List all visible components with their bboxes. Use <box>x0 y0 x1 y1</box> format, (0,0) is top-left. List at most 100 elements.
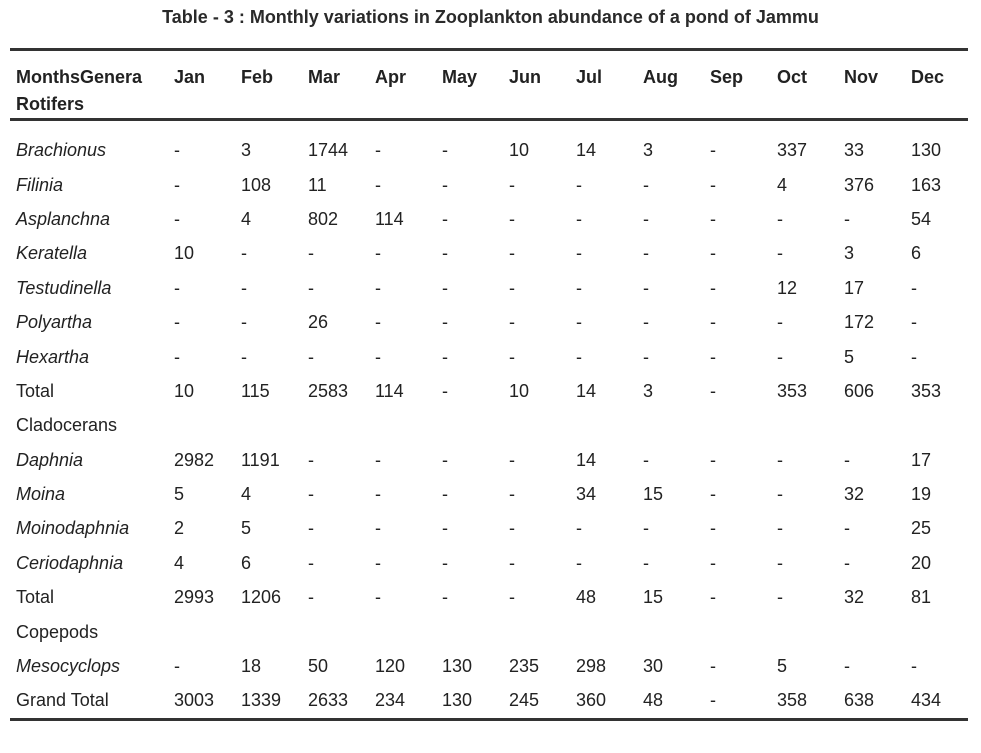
cell-value <box>509 408 576 442</box>
cell-value: - <box>643 312 649 333</box>
table-row: Total 10 115 2583 114 - 10 14 3 - 353 606 353 <box>10 374 968 408</box>
table-row: Polyartha - - 26 - - - - - - - 172 - <box>10 305 968 339</box>
cell-value: - <box>777 449 783 470</box>
cell-value: - <box>308 277 314 298</box>
row-label: Hexartha <box>16 346 90 367</box>
cell-value: - <box>308 346 314 367</box>
cell-value: 5 <box>174 484 185 505</box>
row-label: Keratella <box>16 243 88 264</box>
month-header-apr: Apr <box>375 48 442 121</box>
cell-value: - <box>174 312 180 333</box>
cell-value <box>576 408 643 442</box>
cell-value: 50 <box>308 656 329 677</box>
cell-value: 19 <box>911 484 932 505</box>
cell-value: 33 <box>844 140 865 161</box>
month-header-dec: Dec <box>911 48 968 121</box>
cell-value <box>375 614 442 648</box>
cell-value: 114 <box>375 380 404 401</box>
cell-value <box>308 408 375 442</box>
cell-value: 130 <box>442 683 509 721</box>
cell-value <box>241 614 308 648</box>
cell-value <box>174 408 241 442</box>
cell-value: - <box>174 346 180 367</box>
cell-value: - <box>844 518 850 539</box>
cell-value: 10 <box>509 380 530 401</box>
cell-value: 6 <box>911 243 922 264</box>
cell-value: 3 <box>643 380 654 401</box>
cell-value: - <box>442 140 448 161</box>
cell-value: 32 <box>844 484 865 505</box>
cell-value: 234 <box>375 683 442 721</box>
cell-value: - <box>174 208 180 229</box>
cell-value: 172 <box>844 312 875 333</box>
cell-value: 1191 <box>241 449 280 470</box>
cell-value: - <box>375 312 381 333</box>
cell-value: 17 <box>911 449 932 470</box>
table-row: Filinia - 108 11 - - - - - - 4 376 163 <box>10 167 968 201</box>
cell-value: - <box>509 552 515 573</box>
cell-value: - <box>576 346 582 367</box>
cell-value: - <box>911 312 917 333</box>
table-row: Daphnia 2982 1191 - - - - 14 - - - - 17 <box>10 443 968 477</box>
month-header-aug: Aug <box>643 48 710 121</box>
cell-value: - <box>643 243 649 264</box>
cell-value: 6 <box>241 552 252 573</box>
cell-value: - <box>710 380 716 401</box>
cell-value: - <box>442 518 448 539</box>
cell-value: - <box>308 449 314 470</box>
cell-value: - <box>241 243 247 264</box>
cell-value: - <box>375 552 381 573</box>
cell-value: - <box>844 449 850 470</box>
cell-value: 30 <box>643 656 664 677</box>
cell-value <box>174 614 241 648</box>
cell-value: 5 <box>844 346 855 367</box>
cell-value: 14 <box>576 449 597 470</box>
row-label: Total <box>16 380 55 401</box>
cell-value: - <box>777 312 783 333</box>
cell-value: - <box>643 346 649 367</box>
cell-value: 12 <box>777 277 798 298</box>
cell-value: 2583 <box>308 380 349 401</box>
cell-value <box>777 614 844 648</box>
cell-value: 245 <box>509 683 576 721</box>
cell-value: 18 <box>241 656 262 677</box>
cell-value: - <box>710 552 716 573</box>
cell-value: - <box>308 518 314 539</box>
cell-value: - <box>442 449 448 470</box>
cell-value: 2993 <box>174 587 215 608</box>
cell-value: 25 <box>911 518 932 539</box>
cell-value: - <box>710 449 716 470</box>
cell-value: - <box>643 277 649 298</box>
cell-value: 3 <box>844 243 855 264</box>
cell-value: 3 <box>643 140 654 161</box>
cell-value: 4 <box>174 552 185 573</box>
cell-value: - <box>174 656 180 677</box>
cell-value: - <box>844 208 850 229</box>
cell-value <box>844 614 911 648</box>
cell-value: - <box>442 277 448 298</box>
cell-value: - <box>576 277 582 298</box>
cell-value: - <box>777 208 783 229</box>
cell-value <box>844 408 911 442</box>
cell-value: - <box>710 683 777 721</box>
cell-value: - <box>509 243 515 264</box>
cell-value: - <box>710 587 716 608</box>
month-header-mar: Mar <box>308 48 375 121</box>
cell-value: - <box>710 518 716 539</box>
table-row: Asplanchna - 4 802 114 - - - - - - - 54 <box>10 202 968 236</box>
cell-value: - <box>777 484 783 505</box>
cell-value: - <box>777 346 783 367</box>
cell-value: 298 <box>576 656 607 677</box>
cell-value: - <box>576 518 582 539</box>
cell-value: 434 <box>911 683 968 721</box>
cell-value: - <box>375 243 381 264</box>
cell-value: - <box>174 277 180 298</box>
cell-value: 120 <box>375 656 406 677</box>
cell-value: - <box>777 587 783 608</box>
cell-value: - <box>576 552 582 573</box>
cell-value: - <box>509 484 515 505</box>
cell-value: - <box>308 587 314 608</box>
cell-value: - <box>375 277 381 298</box>
table-row: Moina 5 4 - - - - 34 15 - - 32 19 <box>10 477 968 511</box>
cell-value: 2982 <box>174 449 215 470</box>
